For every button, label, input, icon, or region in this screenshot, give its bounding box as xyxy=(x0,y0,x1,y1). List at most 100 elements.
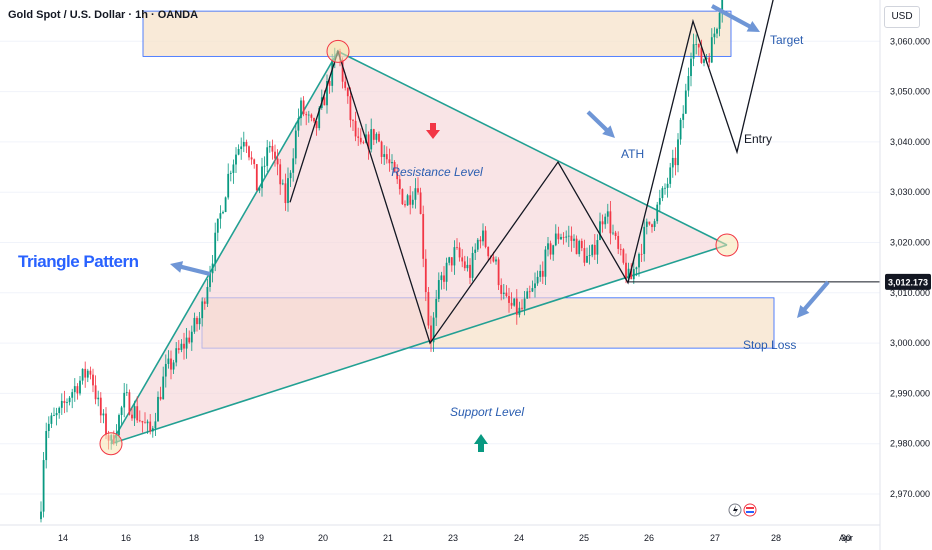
candle-body xyxy=(398,179,401,190)
candle-body xyxy=(671,157,674,168)
candle-body xyxy=(557,233,560,240)
price-axis[interactable]: 2,970.000 2,980.000 2,990.000 3,000.000 3,01… xyxy=(866,0,931,550)
candle-body xyxy=(271,145,274,152)
candle-body xyxy=(214,232,217,264)
candle-body xyxy=(393,161,396,172)
price-marker xyxy=(885,273,931,290)
price-tick-label: 3,020.000 xyxy=(890,238,930,248)
candle-body xyxy=(151,428,154,432)
time-tick-label: 30 xyxy=(841,533,851,543)
candle-body xyxy=(276,158,279,165)
candle-body xyxy=(640,253,643,255)
candle-body xyxy=(42,460,45,512)
candle-body xyxy=(567,235,570,237)
candle-body xyxy=(50,415,53,424)
candle-body xyxy=(63,400,66,404)
green-up-marker xyxy=(474,434,488,452)
candle-body xyxy=(146,421,149,424)
candle-body xyxy=(266,147,269,166)
candle-body xyxy=(708,57,711,63)
candle-body xyxy=(328,80,331,86)
candle-body xyxy=(630,268,633,280)
candle-body xyxy=(560,236,562,240)
candle-body xyxy=(274,151,276,159)
candle-body xyxy=(229,172,232,174)
candle-body xyxy=(570,235,573,241)
highlight-circle xyxy=(715,233,739,257)
candle-body xyxy=(461,257,464,262)
candle-body xyxy=(661,188,664,199)
candle-body xyxy=(235,154,237,165)
candle-body xyxy=(136,406,139,421)
currency-button[interactable]: USD xyxy=(884,6,920,28)
candle-body xyxy=(521,307,523,309)
time-tick-label: 19 xyxy=(254,533,264,543)
candle-body xyxy=(388,159,391,164)
candle-body xyxy=(547,243,549,250)
candle-body xyxy=(627,268,630,280)
candle-body xyxy=(245,141,248,147)
candle-body xyxy=(71,392,74,398)
candle-body xyxy=(466,264,469,269)
candle-body xyxy=(224,197,227,213)
triangle-pattern-label: Triangle Pattern xyxy=(18,252,139,271)
price-marker-label: 3,012.173 xyxy=(888,277,928,287)
candle-body xyxy=(305,114,308,116)
candle-body xyxy=(162,376,165,400)
candle-body xyxy=(401,189,404,205)
candle-body xyxy=(170,358,172,370)
candle-body xyxy=(102,413,105,416)
candle-body xyxy=(157,396,159,422)
candle-body xyxy=(73,386,76,393)
price-tick-label: 2,980.000 xyxy=(890,439,930,449)
candle-body xyxy=(622,249,625,263)
candle-body xyxy=(378,133,380,142)
candle-body xyxy=(177,348,180,350)
candle-body xyxy=(86,370,89,378)
candle-body xyxy=(167,358,170,364)
candle-body xyxy=(97,397,100,400)
candle-body xyxy=(617,235,620,249)
candle-body xyxy=(227,173,230,198)
candle-body xyxy=(250,157,253,160)
candle-body xyxy=(359,137,362,143)
time-tick-label: 16 xyxy=(121,533,131,543)
resistance-label: Resistance Level xyxy=(391,165,483,179)
price-tick-label: 3,010.000 xyxy=(890,288,930,298)
candle-body xyxy=(456,247,458,248)
candle-body xyxy=(505,292,508,297)
candle-body xyxy=(268,145,271,148)
candle-body xyxy=(586,255,588,263)
candle-body xyxy=(222,212,224,214)
chart-title: Gold Spot / U.S. Dollar · 1h · OANDA xyxy=(8,9,199,21)
candle-body xyxy=(201,301,204,319)
candle-body xyxy=(518,307,521,315)
candle-body xyxy=(258,188,261,191)
candle-body xyxy=(58,407,61,414)
candle-body xyxy=(40,511,42,520)
time-tick-label: Apr xyxy=(839,533,853,543)
candle-body xyxy=(666,183,669,188)
candle-body xyxy=(614,232,617,236)
candle-body xyxy=(588,255,591,257)
candle-body xyxy=(318,107,321,129)
candle-body xyxy=(370,129,373,150)
candle-body xyxy=(703,59,705,63)
candle-body xyxy=(79,380,81,394)
candle-body xyxy=(424,258,427,293)
candle-body xyxy=(331,59,334,86)
candle-body xyxy=(528,291,531,293)
candle-body xyxy=(705,57,708,60)
candle-body xyxy=(248,146,250,158)
candle-body xyxy=(383,154,386,157)
candle-body xyxy=(380,141,383,157)
candle-body xyxy=(131,414,133,419)
candle-body xyxy=(591,244,594,256)
candle-body xyxy=(463,261,466,269)
candle-body xyxy=(357,136,360,138)
triangle-lower xyxy=(110,244,728,445)
time-tick-label: 14 xyxy=(58,533,68,543)
candle-body xyxy=(445,262,448,282)
